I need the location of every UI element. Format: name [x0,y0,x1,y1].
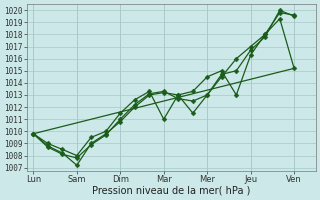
X-axis label: Pression niveau de la mer( hPa ): Pression niveau de la mer( hPa ) [92,186,251,196]
